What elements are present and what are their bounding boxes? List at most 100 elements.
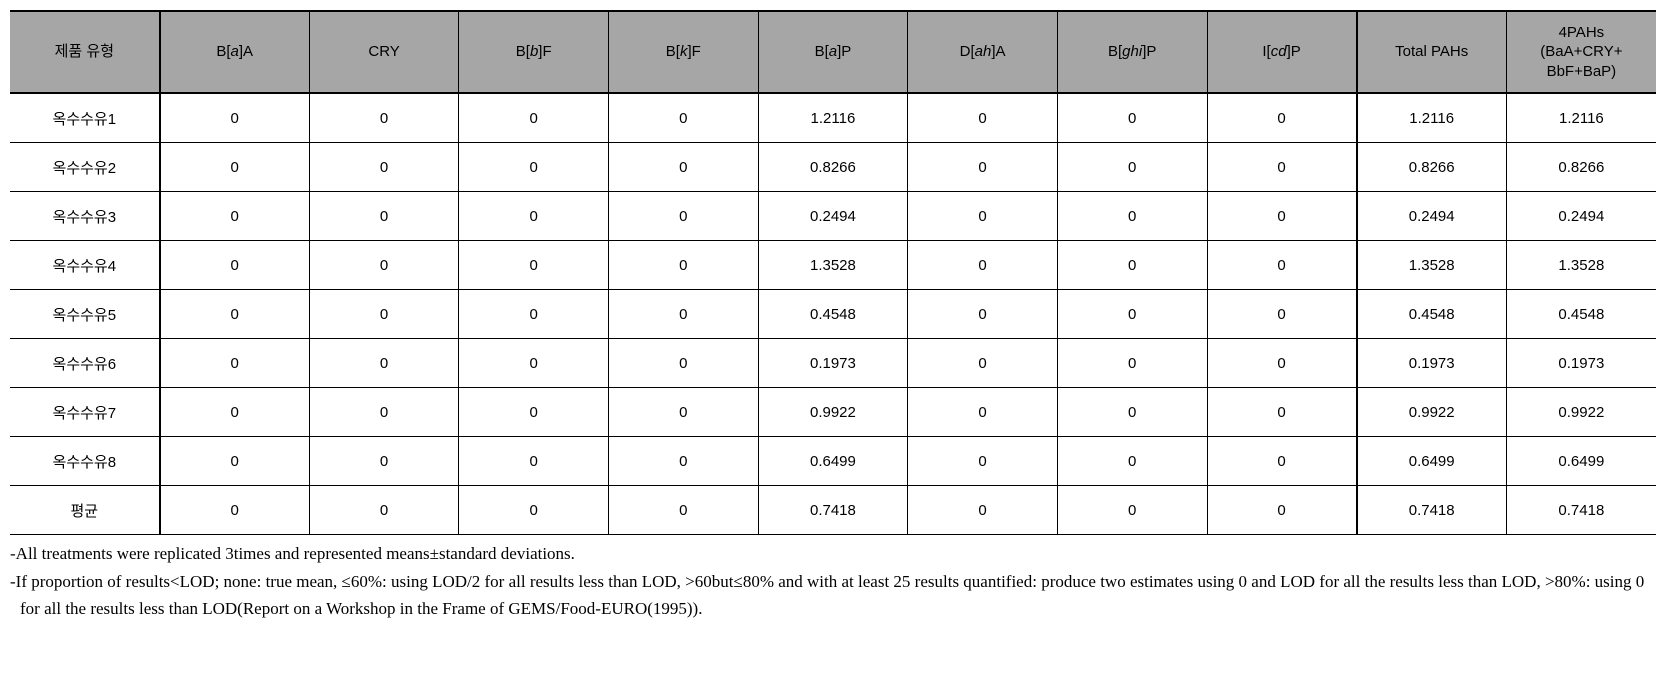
table-row: 옥수수유200000.82660000.82660.8266 bbox=[10, 143, 1656, 192]
data-cell: 0.6499 bbox=[1506, 437, 1656, 486]
data-cell: 0 bbox=[160, 290, 310, 339]
data-cell: 0 bbox=[309, 192, 459, 241]
data-cell: 0.7418 bbox=[758, 486, 908, 535]
table-row: 옥수수유300000.24940000.24940.2494 bbox=[10, 192, 1656, 241]
data-cell: 0 bbox=[459, 192, 609, 241]
pah-data-table: 제품 유형B[a]ACRYB[b]FB[k]FB[a]PD[ah]AB[ghi]… bbox=[10, 10, 1656, 535]
row-label: 옥수수유8 bbox=[10, 437, 160, 486]
data-cell: 0.4548 bbox=[1506, 290, 1656, 339]
data-cell: 0 bbox=[1207, 339, 1357, 388]
data-cell: 1.3528 bbox=[1506, 241, 1656, 290]
data-cell: 0 bbox=[309, 388, 459, 437]
data-cell: 0 bbox=[459, 339, 609, 388]
data-cell: 0.1973 bbox=[1506, 339, 1656, 388]
data-cell: 0 bbox=[459, 241, 609, 290]
data-cell: 0 bbox=[609, 437, 759, 486]
table-row: 옥수수유600000.19730000.19730.1973 bbox=[10, 339, 1656, 388]
data-cell: 0 bbox=[1207, 93, 1357, 143]
data-cell: 0 bbox=[160, 388, 310, 437]
data-cell: 1.2116 bbox=[1357, 93, 1507, 143]
row-label: 옥수수유3 bbox=[10, 192, 160, 241]
data-cell: 0 bbox=[609, 192, 759, 241]
data-cell: 0 bbox=[160, 93, 310, 143]
data-cell: 0 bbox=[1057, 339, 1207, 388]
table-row: 옥수수유100001.21160001.21161.2116 bbox=[10, 93, 1656, 143]
data-cell: 0.8266 bbox=[758, 143, 908, 192]
data-cell: 0.9922 bbox=[1506, 388, 1656, 437]
data-cell: 0 bbox=[1057, 241, 1207, 290]
data-cell: 0 bbox=[459, 486, 609, 535]
data-cell: 0 bbox=[1207, 241, 1357, 290]
data-cell: 0 bbox=[309, 486, 459, 535]
data-cell: 0.6499 bbox=[1357, 437, 1507, 486]
data-cell: 0.8266 bbox=[1506, 143, 1656, 192]
data-cell: 0 bbox=[609, 388, 759, 437]
column-header-daha: D[ah]A bbox=[908, 11, 1058, 93]
data-cell: 0 bbox=[609, 290, 759, 339]
column-header-bbf: B[b]F bbox=[459, 11, 609, 93]
row-label: 옥수수유1 bbox=[10, 93, 160, 143]
data-cell: 0.2494 bbox=[1506, 192, 1656, 241]
column-header-total: Total PAHs bbox=[1357, 11, 1507, 93]
data-cell: 0.8266 bbox=[1357, 143, 1507, 192]
data-cell: 0.9922 bbox=[1357, 388, 1507, 437]
row-label: 옥수수유5 bbox=[10, 290, 160, 339]
data-cell: 1.2116 bbox=[758, 93, 908, 143]
data-cell: 0 bbox=[1057, 93, 1207, 143]
data-cell: 0 bbox=[908, 486, 1058, 535]
data-cell: 0 bbox=[609, 241, 759, 290]
column-header-bap: B[a]P bbox=[758, 11, 908, 93]
data-cell: 0 bbox=[1207, 192, 1357, 241]
table-body: 옥수수유100001.21160001.21161.2116옥수수유200000… bbox=[10, 93, 1656, 535]
table-row: 옥수수유500000.45480000.45480.4548 bbox=[10, 290, 1656, 339]
data-cell: 0 bbox=[1207, 437, 1357, 486]
data-cell: 0 bbox=[1057, 290, 1207, 339]
data-cell: 1.3528 bbox=[1357, 241, 1507, 290]
data-cell: 0 bbox=[1057, 437, 1207, 486]
table-footnotes: -All treatments were replicated 3times a… bbox=[10, 541, 1656, 622]
footnote-line: -If proportion of results<LOD; none: tru… bbox=[10, 569, 1656, 622]
column-header-pah4: 4PAHs(BaA+CRY+BbF+BaP) bbox=[1506, 11, 1656, 93]
data-cell: 0 bbox=[309, 339, 459, 388]
data-cell: 0 bbox=[908, 192, 1058, 241]
data-cell: 0.2494 bbox=[758, 192, 908, 241]
data-cell: 0.7418 bbox=[1357, 486, 1507, 535]
data-cell: 0 bbox=[1207, 143, 1357, 192]
footnote-line: -All treatments were replicated 3times a… bbox=[10, 541, 1656, 567]
data-cell: 0 bbox=[459, 388, 609, 437]
data-cell: 0 bbox=[908, 143, 1058, 192]
data-cell: 0 bbox=[459, 290, 609, 339]
data-cell: 0 bbox=[160, 339, 310, 388]
data-cell: 0 bbox=[309, 143, 459, 192]
row-label: 옥수수유4 bbox=[10, 241, 160, 290]
data-cell: 0 bbox=[609, 486, 759, 535]
data-cell: 0 bbox=[309, 290, 459, 339]
data-cell: 0 bbox=[908, 339, 1058, 388]
row-label: 평균 bbox=[10, 486, 160, 535]
data-cell: 0 bbox=[1207, 388, 1357, 437]
table-row: 옥수수유700000.99220000.99220.9922 bbox=[10, 388, 1656, 437]
data-cell: 0 bbox=[459, 437, 609, 486]
data-cell: 0 bbox=[309, 437, 459, 486]
data-cell: 0.2494 bbox=[1357, 192, 1507, 241]
data-cell: 0 bbox=[309, 93, 459, 143]
data-cell: 0 bbox=[459, 93, 609, 143]
data-cell: 0.1973 bbox=[758, 339, 908, 388]
data-cell: 0 bbox=[1057, 192, 1207, 241]
data-cell: 0 bbox=[1057, 486, 1207, 535]
data-cell: 0 bbox=[160, 486, 310, 535]
table-row: 옥수수유800000.64990000.64990.6499 bbox=[10, 437, 1656, 486]
data-cell: 0 bbox=[160, 437, 310, 486]
column-header-bkf: B[k]F bbox=[609, 11, 759, 93]
data-cell: 0.9922 bbox=[758, 388, 908, 437]
table-row: 평균00000.74180000.74180.7418 bbox=[10, 486, 1656, 535]
data-cell: 0.7418 bbox=[1506, 486, 1656, 535]
data-cell: 0.4548 bbox=[1357, 290, 1507, 339]
data-cell: 0 bbox=[160, 241, 310, 290]
data-cell: 0 bbox=[908, 241, 1058, 290]
data-cell: 0 bbox=[908, 290, 1058, 339]
data-cell: 0 bbox=[908, 93, 1058, 143]
row-label: 옥수수유2 bbox=[10, 143, 160, 192]
data-cell: 0 bbox=[309, 241, 459, 290]
data-cell: 0 bbox=[1057, 388, 1207, 437]
